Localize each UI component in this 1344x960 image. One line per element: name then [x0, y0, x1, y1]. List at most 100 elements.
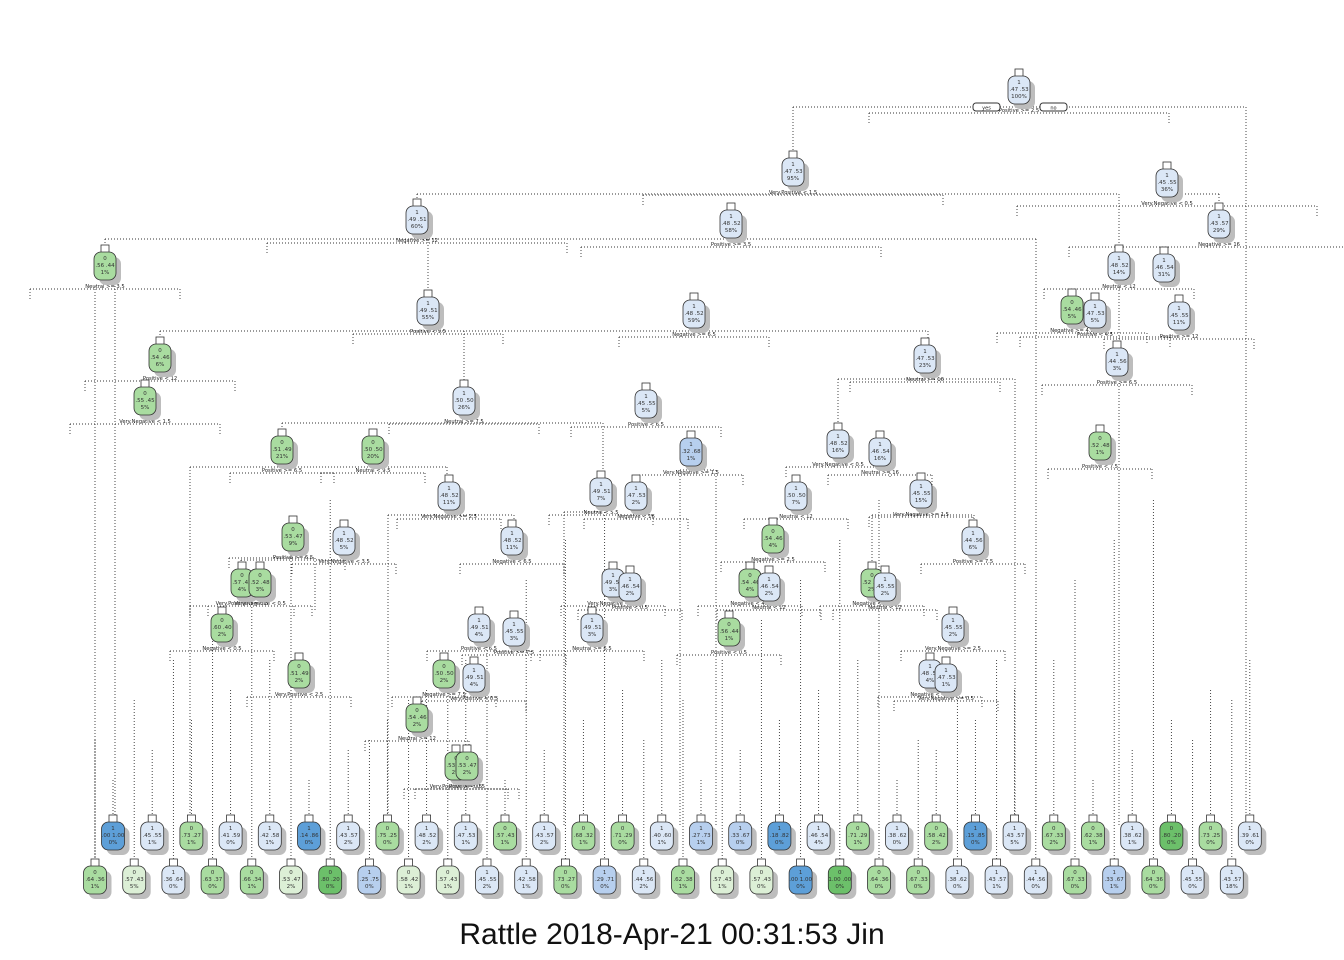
leaf-lower-20-line-1: 1.00 .00 — [828, 877, 851, 883]
leaf-upper-17-line-2: 0% — [736, 840, 745, 846]
tree-node-n43-line-2: 2% — [868, 587, 877, 593]
tree-node-n56: 1.47 .531% — [934, 656, 962, 697]
leaf-lower-17-box — [710, 865, 735, 895]
tree-node-n17-line-1: .44 .56 — [1107, 359, 1127, 365]
leaf-upper-24-line-1: .43 .57 — [1005, 833, 1025, 839]
tree-node-n14-box — [1083, 299, 1107, 329]
leaf-lower-26-line-0: 0 — [1073, 870, 1077, 876]
leaf-upper-5-line-1: .42 .58 — [260, 833, 280, 839]
tree-node-n38-line-2: 3% — [256, 587, 265, 593]
leaf-upper-28-line-0: 0 — [1170, 826, 1174, 832]
split-rule-n44: Neutral < 12 — [868, 605, 901, 611]
tree-node-n17: 1.44 .563% — [1105, 340, 1133, 381]
leaf-lower-24-box — [984, 865, 1009, 895]
leaf-lower-4-line-2: 0% — [208, 884, 217, 890]
tree-node-n40: 1.46 .542% — [618, 565, 646, 606]
tree-node-n27: 1.49 .517% — [589, 470, 617, 511]
root-no-pill-label: no — [1050, 106, 1056, 112]
leaf-lower-16-box — [671, 865, 695, 895]
leaf-lower-2-box — [122, 865, 147, 895]
tree-node-n31-box — [909, 479, 933, 509]
leaf-lower-1-line-1: .64 .36 — [85, 877, 105, 883]
tree-node-n32-line-1: .53 .47 — [283, 534, 303, 540]
split-rule-n27: Neutral < 5.5 — [583, 510, 618, 516]
tree-node-n50: 0.56 .441% — [717, 610, 745, 651]
leaf-upper-15-line-2: 1% — [657, 840, 666, 846]
split-rule-n49: Positive >= 7.5 — [494, 650, 534, 656]
leaf-lower-8-line-0: 1 — [368, 870, 372, 876]
leaf-lower-5-line-1: .66 .34 — [242, 877, 262, 883]
tree-node-n36-line-1: .44 .56 — [963, 538, 983, 544]
leaf-upper-23-line-1: .15 .85 — [966, 833, 986, 839]
tree-node-n53: 0.50 .502% — [432, 652, 460, 693]
tree-node-n47-line-2: 2% — [949, 632, 958, 638]
tree-node-n28: 1.47 .532% — [624, 474, 652, 515]
leaf-upper-7: 1.43 .572% — [336, 814, 365, 855]
tree-node-n38-line-0: 0 — [258, 573, 262, 579]
leaf-lower-2: 0.57 .435% — [122, 858, 151, 899]
tree-node-n55: 0.54 .462% — [405, 696, 433, 737]
tree-node-n6-line-2: 29% — [1213, 228, 1225, 234]
tree-node-n29-box — [437, 481, 461, 511]
leaf-lower-19: 1.00 1.000% — [788, 858, 818, 899]
tree-node-n9-line-1: .48 .52 — [1109, 263, 1128, 269]
tree-node-n56-line-2: 1% — [942, 682, 951, 688]
tree-node-n25-line-0: 1 — [836, 434, 840, 440]
leaf-lower-20-line-0: 0 — [838, 870, 842, 876]
tree-node-n44-line-0: 1 — [883, 577, 887, 583]
root-yes-pill: yes — [972, 102, 1001, 112]
tree-node-n3-line-1: .45 .55 — [1157, 180, 1177, 186]
leaf-upper-22-line-1: .58 .42 — [927, 833, 946, 839]
tree-node-n21-line-1: .52 .48 — [1090, 443, 1110, 449]
leaf-lower-22-line-2: 0% — [914, 884, 923, 890]
tree-node-n27-line-2: 7% — [597, 496, 606, 502]
tree-node-n33-line-2: 5% — [340, 545, 349, 551]
tree-node-n10-line-2: 55% — [422, 315, 434, 321]
tree-node-n44: 1.45 .552% — [873, 565, 901, 606]
tree-node-n55-box — [405, 703, 429, 733]
split-rule-n42: Neutral < 12 — [752, 605, 785, 611]
leaf-upper-7-box — [336, 821, 361, 851]
leaf-lower-24-line-2: 1% — [992, 884, 1001, 890]
leaf-upper-15-line-0: 1 — [660, 826, 664, 832]
tree-node-n35-line-0: 0 — [771, 529, 775, 535]
tree-node-n25-line-2: 16% — [832, 448, 844, 454]
tree-node-n2-line-0: 1 — [791, 162, 795, 168]
tree-node-n10-line-0: 1 — [426, 301, 430, 307]
tree-node-n49-line-1: .45 .55 — [504, 629, 524, 635]
leaf-lower-19-line-2: 0% — [796, 884, 805, 890]
leaf-upper-6-box — [297, 821, 321, 851]
leaf-upper-4-line-1: .41 .59 — [221, 833, 241, 839]
leaf-lower-16-line-2: 1% — [679, 884, 688, 890]
split-rule-n56: Very.Negative >= 0.5 — [918, 696, 974, 702]
tree-node-n12-line-0: 1 — [1177, 306, 1181, 312]
tree-node-n30: 1.50 .507% — [784, 474, 812, 515]
tree-nodes: Positive >= 2.5 Very.Positive < 1.5 Very.N… — [83, 68, 1267, 899]
leaf-upper-25: 0.67 .332% — [1041, 814, 1071, 855]
tree-node-n55-line-1: .54 .46 — [407, 715, 427, 721]
tree-node-n2-line-2: 95% — [787, 176, 799, 182]
leaf-lower-15-box — [631, 865, 656, 895]
leaf-upper-7-line-1: .43 .57 — [339, 833, 359, 839]
leaf-upper-2-line-0: 1 — [150, 826, 154, 832]
leaf-upper-10-box — [453, 821, 478, 851]
tree-node-n40-box — [618, 572, 642, 602]
leaf-upper-1-line-0: 1 — [111, 826, 115, 832]
leaf-lower-16: 0.62 .381% — [671, 858, 700, 899]
tree-node-n12-line-1: .45 .55 — [1169, 313, 1189, 319]
tree-node-n10-box — [416, 296, 440, 326]
tree-node-n23-box — [361, 435, 385, 465]
leaf-upper-18-box — [767, 821, 792, 851]
leaf-lower-27-line-2: 1% — [1110, 884, 1119, 890]
tree-node-n56-line-1: .47 .53 — [936, 675, 956, 681]
leaf-upper-22: 0.58 .422% — [924, 814, 953, 855]
leaf-lower-2-line-1: .57 .43 — [125, 877, 145, 883]
tree-node-n56-line-0: 1 — [944, 668, 948, 674]
tree-node-n15-line-1: .54 .46 — [150, 355, 170, 361]
tree-node-n36-line-2: 6% — [969, 545, 978, 551]
tree-node-n21: 0.52 .481% — [1088, 424, 1116, 465]
tree-node-n13-box — [1060, 295, 1084, 325]
tree-node-n52-line-0: 0 — [297, 664, 301, 670]
